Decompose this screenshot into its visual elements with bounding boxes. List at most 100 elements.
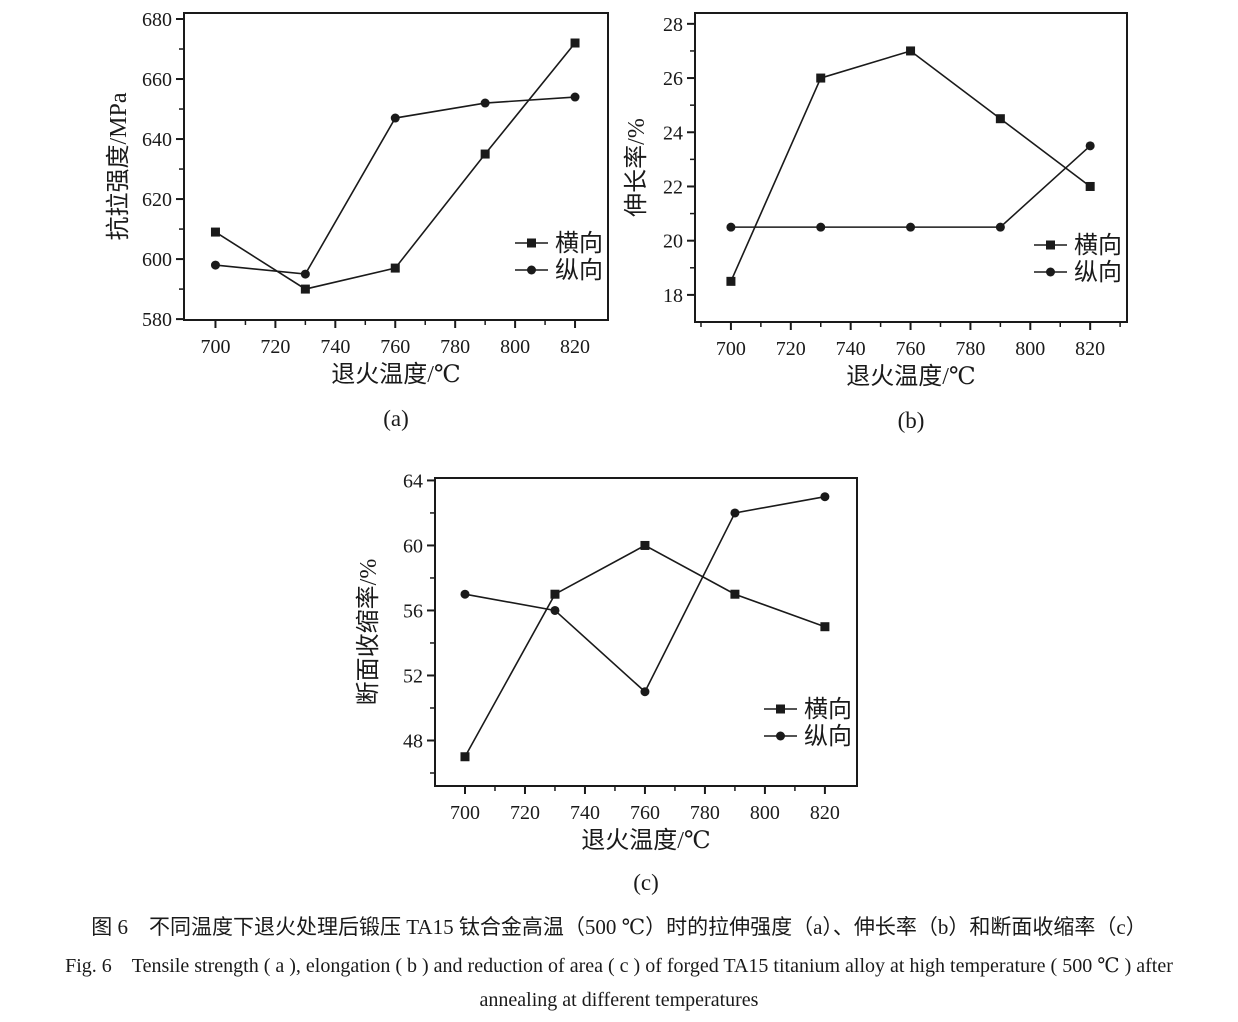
data-point-square (210, 227, 220, 237)
y-tick-label: 580 (142, 309, 172, 331)
x-tick-label: 820 (1075, 338, 1105, 360)
data-point-square (1085, 181, 1095, 191)
x-tick-label: 800 (750, 802, 780, 824)
data-point-circle (300, 269, 310, 279)
y-tick-label: 660 (142, 69, 172, 91)
data-point-square (460, 752, 470, 762)
panel-label: (c) (633, 870, 659, 895)
legend-marker-circle (1046, 267, 1055, 277)
y-tick-label: 600 (142, 249, 172, 271)
x-tick-label: 760 (630, 802, 660, 824)
chart-b: 700 720 740 760 780 800 820 18 20 22 24 26 28 横向 纵向退火温… (620, 0, 1238, 445)
y-tick-label: 48 (403, 730, 423, 752)
data-point-circle (730, 508, 740, 518)
data-point-square (816, 73, 826, 83)
x-tick-label: 740 (836, 338, 866, 360)
data-point-square (570, 38, 580, 48)
chart-a-canvas: 700 720 740 760 780 800 820 580 600 620 640 660 680 横… (105, 9, 609, 431)
plot-frame (434, 477, 858, 787)
series-line-transverse (730, 50, 1091, 282)
x-axis-label: 退火温度/℃ (846, 363, 976, 390)
series-line-longitudinal (464, 495, 826, 694)
data-point-circle (1085, 141, 1095, 151)
panel-label: (b) (898, 408, 925, 433)
x-tick-label: 720 (510, 802, 540, 824)
series-line-transverse (215, 42, 576, 290)
data-point-square (390, 263, 400, 273)
data-point-circle (460, 589, 470, 599)
legend-marker-circle (776, 731, 785, 741)
data-point-circle (906, 222, 916, 232)
data-point-square (726, 276, 736, 286)
x-tick-label: 720 (776, 338, 806, 360)
legend-label: 横向 (804, 696, 852, 723)
series-line-longitudinal (215, 96, 576, 275)
x-tick-label: 700 (716, 338, 746, 360)
data-point-circle (995, 222, 1005, 232)
y-axis-label: 断面收缩率/% (355, 559, 382, 706)
chart-c: 700 720 740 760 780 800 820 48 52 56 60 64 横向 纵向退火温度/… (300, 450, 960, 915)
caption-english-line2: annealing at different temperatures (479, 989, 759, 1011)
chart-c-canvas: 700 720 740 760 780 800 820 48 52 56 60 64 横向纵向退火温度/… (355, 470, 858, 895)
plot-frame (183, 12, 609, 321)
x-axis-label: 退火温度/℃ (581, 827, 711, 854)
plot-frame (694, 12, 1128, 323)
y-tick-label: 640 (142, 129, 172, 151)
y-tick-label: 52 (403, 665, 423, 687)
x-tick-label: 700 (200, 336, 230, 358)
legend-label: 纵向 (804, 723, 852, 750)
x-tick-label: 780 (955, 338, 985, 360)
caption-chinese: 图 6 不同温度下退火处理后锻压 TA15 钛合金高温（500 ℃）时的拉伸强度… (91, 915, 1147, 939)
legend-marker-square (527, 238, 536, 248)
legend-label: 横向 (1074, 232, 1122, 259)
y-tick-label: 24 (663, 122, 683, 144)
data-point-circle (550, 605, 560, 615)
data-point-square (820, 622, 830, 632)
y-tick-label: 18 (663, 285, 683, 307)
chart-a: 700 720 740 760 780 800 820 580 600 620 640 660 680 横… (0, 0, 618, 445)
y-tick-label: 26 (663, 68, 683, 90)
y-tick-label: 20 (663, 231, 683, 253)
x-tick-label: 820 (810, 802, 840, 824)
y-tick-label: 56 (403, 600, 423, 622)
data-point-square (730, 589, 740, 599)
y-tick-label: 680 (142, 9, 172, 31)
data-point-square (640, 540, 650, 550)
x-tick-label: 700 (450, 802, 480, 824)
x-tick-label: 720 (260, 336, 290, 358)
x-tick-label: 780 (690, 802, 720, 824)
data-point-square (995, 114, 1005, 124)
legend-label: 纵向 (555, 257, 603, 284)
chart-b-canvas: 700 720 740 760 780 800 820 18 20 22 24 26 28 横向纵向退火温… (623, 12, 1128, 433)
data-point-square (906, 46, 916, 56)
y-tick-label: 28 (663, 14, 683, 36)
series-line-transverse (464, 544, 826, 758)
data-point-circle (210, 260, 220, 270)
x-tick-label: 760 (896, 338, 926, 360)
y-tick-label: 64 (403, 470, 423, 492)
y-axis-label: 抗拉强度/MPa (105, 92, 132, 240)
y-tick-label: 22 (663, 176, 683, 198)
data-point-circle (480, 98, 490, 108)
data-point-square (480, 149, 490, 159)
x-axis-label: 退火温度/℃ (331, 361, 461, 388)
x-tick-label: 740 (570, 802, 600, 824)
y-tick-label: 620 (142, 189, 172, 211)
legend-label: 纵向 (1074, 259, 1122, 286)
data-point-circle (570, 92, 580, 102)
x-tick-label: 740 (320, 336, 350, 358)
figure-caption: 图 6 不同温度下退火处理后锻压 TA15 钛合金高温（500 ℃）时的拉伸强度… (0, 914, 1238, 1021)
data-point-square (550, 589, 560, 599)
x-tick-label: 780 (440, 336, 470, 358)
y-tick-label: 60 (403, 535, 423, 557)
x-tick-label: 800 (500, 336, 530, 358)
panel-label: (a) (383, 406, 409, 431)
legend-label: 横向 (555, 230, 603, 257)
legend-marker-square (1046, 240, 1055, 250)
legend-marker-circle (527, 265, 536, 275)
data-point-circle (640, 687, 650, 697)
x-tick-label: 800 (1015, 338, 1045, 360)
x-tick-label: 820 (560, 336, 590, 358)
data-point-circle (816, 222, 826, 232)
